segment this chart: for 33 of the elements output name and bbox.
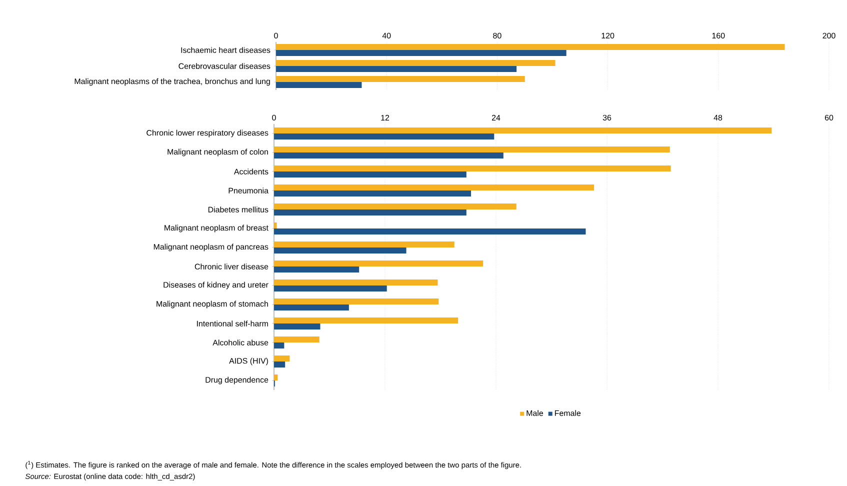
- bar: [274, 324, 320, 330]
- bar: [274, 210, 466, 216]
- bar: [274, 146, 670, 152]
- bar: [274, 128, 772, 134]
- bar: [276, 82, 362, 88]
- bar: [274, 222, 277, 228]
- bar: [274, 362, 286, 368]
- bar: [274, 172, 466, 178]
- bar: [274, 280, 438, 286]
- bar: [274, 260, 484, 266]
- bar: [274, 204, 516, 210]
- bar: [274, 342, 284, 349]
- bar: [274, 318, 458, 324]
- bar: [274, 356, 290, 362]
- bar: [274, 336, 320, 343]
- bar: [274, 266, 360, 272]
- bar: [274, 286, 387, 292]
- bar: [276, 50, 566, 56]
- bar: [274, 304, 349, 310]
- bar: [274, 374, 278, 381]
- bar: [276, 76, 525, 82]
- bar: [276, 44, 785, 50]
- bar: [274, 248, 406, 254]
- bar: [274, 134, 494, 140]
- bar: [274, 298, 439, 304]
- bar: [274, 228, 586, 234]
- bar: [274, 166, 671, 172]
- bar: [274, 242, 454, 248]
- bar: [276, 60, 556, 66]
- bar: [274, 190, 472, 196]
- bar: [274, 152, 504, 158]
- bar: [274, 184, 594, 190]
- bar: [276, 66, 517, 72]
